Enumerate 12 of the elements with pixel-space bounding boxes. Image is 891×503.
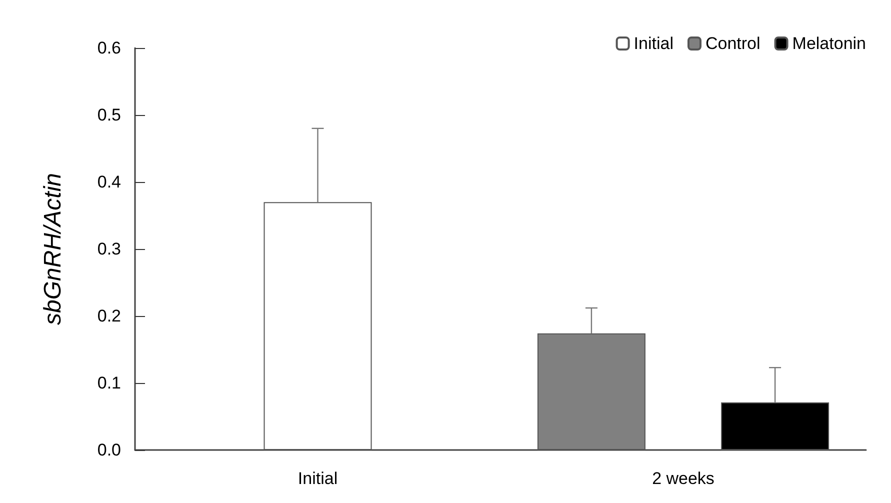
legend-label: Control xyxy=(705,34,760,53)
y-tick-label: 0.2 xyxy=(97,306,121,326)
y-tick-label: 0.5 xyxy=(97,106,121,124)
y-tick-label: 0.4 xyxy=(97,172,121,192)
y-tick-label: 0.1 xyxy=(97,374,121,392)
y-axis-title: sbGnRH/Actin xyxy=(40,172,66,326)
y-tick-label: 0.0 xyxy=(97,440,121,460)
y-tick-label: 0.6 xyxy=(97,38,121,58)
x-tick-label: 2 weeks xyxy=(652,469,714,488)
legend-label: Melatonin xyxy=(792,34,866,53)
y-tick-label: 0.3 xyxy=(97,240,121,258)
legend-label: Initial xyxy=(634,34,674,53)
